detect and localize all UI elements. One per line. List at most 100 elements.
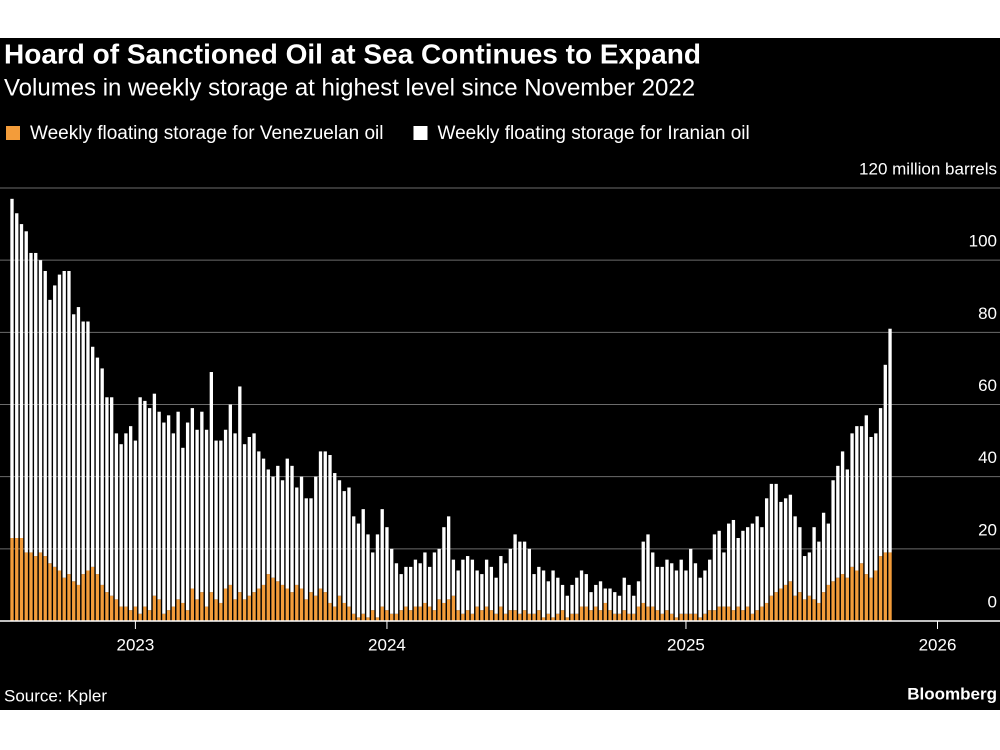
bar [209, 592, 214, 621]
bar [228, 404, 232, 585]
bar [750, 613, 755, 621]
bar [333, 606, 337, 621]
bar [105, 397, 109, 593]
bar [318, 588, 323, 621]
bar [541, 617, 546, 621]
bar [518, 613, 522, 621]
bar [15, 538, 19, 621]
bar [708, 610, 712, 621]
bar [38, 260, 43, 553]
bar [594, 606, 598, 621]
bar [712, 610, 717, 621]
bar [864, 574, 868, 621]
bar [375, 617, 380, 621]
bar [608, 610, 612, 621]
bar [741, 530, 745, 611]
bar [171, 433, 176, 607]
bar [627, 584, 631, 614]
bar [703, 613, 707, 621]
bar [845, 469, 849, 578]
bar [48, 563, 52, 621]
x-tick-label: 2023 [116, 635, 154, 654]
bar [537, 566, 541, 611]
bar [309, 592, 313, 621]
bar [518, 541, 522, 614]
bar [589, 610, 593, 621]
bar [314, 595, 318, 621]
bar [736, 538, 740, 607]
bar [86, 321, 90, 571]
bar [323, 451, 327, 593]
bar [128, 426, 133, 611]
bar [442, 527, 446, 603]
bar [228, 584, 232, 621]
bar [883, 552, 887, 621]
bar [551, 617, 555, 621]
bar [684, 570, 688, 614]
bar [371, 610, 375, 621]
bar [361, 509, 365, 614]
bar [214, 599, 218, 621]
bar [641, 541, 645, 603]
bar [783, 498, 788, 585]
bar [764, 498, 769, 603]
bar [461, 613, 465, 621]
bar [451, 559, 456, 596]
bar [147, 408, 152, 611]
y-tick-label: 60 [978, 376, 997, 395]
bar [774, 592, 778, 621]
bar [769, 483, 774, 596]
bar [285, 458, 289, 589]
bar [874, 570, 878, 621]
bar [878, 408, 883, 557]
bar [91, 566, 95, 621]
bar [608, 588, 612, 611]
bar [166, 610, 171, 621]
bar [760, 527, 764, 607]
bar [143, 400, 147, 607]
bar [147, 610, 152, 621]
bar [119, 606, 123, 621]
bar [219, 602, 223, 621]
bar [774, 483, 778, 593]
bar [807, 595, 812, 621]
bar [385, 527, 389, 611]
bar [660, 566, 664, 614]
bar [802, 556, 807, 600]
bar [480, 574, 484, 611]
bar [299, 476, 304, 589]
bar [446, 516, 451, 600]
bar [717, 530, 721, 607]
bar [337, 480, 342, 596]
bar [584, 606, 588, 621]
source: Source: Kpler [4, 686, 107, 705]
bar [821, 512, 826, 593]
bar [209, 372, 214, 593]
bar [494, 613, 498, 621]
bar [76, 307, 81, 585]
bar [674, 617, 679, 621]
bar [304, 498, 308, 600]
bar [124, 606, 128, 621]
bar [413, 559, 418, 607]
bar [238, 386, 242, 593]
bar [24, 552, 28, 621]
bar [138, 613, 142, 621]
bar [480, 610, 484, 621]
y-tick-label: 40 [978, 448, 997, 467]
bar [708, 559, 712, 611]
bar [745, 606, 750, 621]
bar [670, 613, 674, 621]
bar [347, 606, 351, 621]
bar [233, 599, 237, 621]
bar [532, 574, 536, 614]
bar [451, 595, 456, 621]
bar [223, 429, 228, 589]
bar [722, 552, 726, 607]
bar [689, 613, 693, 621]
bar [266, 469, 270, 575]
bar [617, 613, 622, 621]
bar [679, 559, 683, 614]
bar [736, 606, 740, 621]
